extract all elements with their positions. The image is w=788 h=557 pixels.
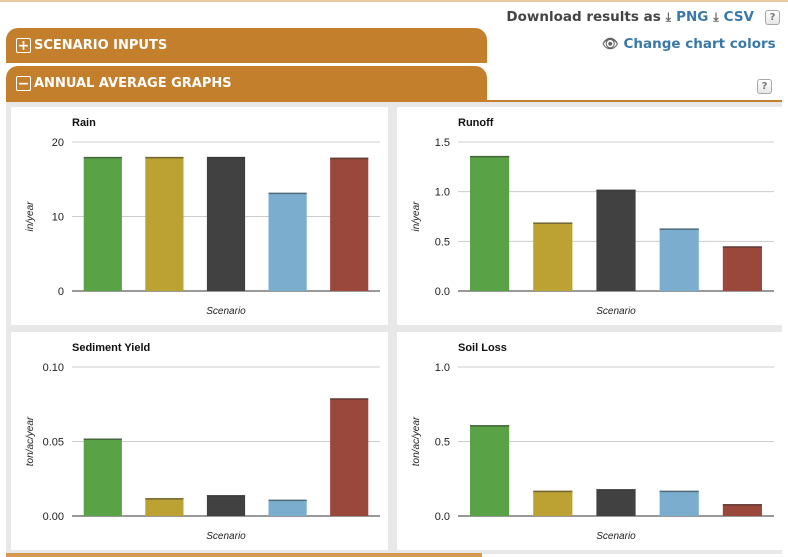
sediment-yield-bar-top — [330, 398, 369, 400]
rain-bar-top — [145, 156, 184, 159]
download-csv-link[interactable]: ⤓ CSV — [713, 9, 754, 25]
runoff-bar — [659, 228, 699, 291]
sediment-yield-bar — [330, 398, 369, 516]
collapse-icon: − — [16, 75, 31, 92]
runoff-ytick-label: 0.0 — [435, 286, 450, 298]
sediment-yield-xlabel: Scenario — [206, 531, 246, 542]
soil-loss-bar-top — [659, 490, 699, 493]
runoff-bar-top — [596, 189, 636, 192]
sediment-yield-ytick-label: 0.05 — [43, 437, 64, 449]
runoff-ytick-label: 1.0 — [435, 187, 450, 199]
runoff-bar-top — [659, 228, 699, 230]
sediment-yield-title: Sediment Yield — [72, 342, 150, 354]
sediment-yield-ytick-label: 0.00 — [43, 511, 64, 523]
rain-bar-top — [268, 192, 307, 195]
rain-ylabel: in/year — [25, 201, 36, 232]
sediment-yield-bar — [145, 498, 184, 516]
runoff-bar-top — [722, 246, 762, 248]
scenario-inputs-header[interactable]: + SCENARIO INPUTS — [6, 28, 487, 63]
rain-ytick-label: 10 — [52, 212, 64, 224]
rain-bar — [83, 156, 122, 291]
sediment-yield-bar-top — [206, 495, 246, 497]
runoff-chart: Runoff 0.0 0.5 1.0 1.5 Scenario in/year — [397, 107, 782, 325]
download-png-link[interactable]: ⤓ PNG — [666, 9, 709, 25]
soil-loss-bar-top — [533, 490, 573, 493]
sediment-yield-bar — [83, 438, 122, 516]
soil-loss-bar — [722, 504, 762, 516]
help-icon[interactable]: ? — [757, 79, 772, 94]
runoff-ytick-label: 1.5 — [435, 137, 450, 149]
soil-loss-bar — [533, 490, 573, 516]
rain-ytick-label: 0 — [58, 286, 64, 298]
rain-bar — [145, 156, 184, 291]
runoff-bar-top — [533, 222, 573, 224]
download-label: Download results as — [506, 9, 661, 25]
help-icon[interactable]: ? — [765, 9, 780, 25]
soil-loss-ytick-label: 0.5 — [435, 437, 450, 449]
rain-bar — [206, 156, 246, 291]
runoff-xlabel: Scenario — [596, 306, 636, 317]
sediment-yield-bar-top — [268, 499, 307, 502]
sediment-yield-chart: Sediment Yield 0.00 0.05 0.10 Scenario ton/ac… — [11, 332, 388, 550]
rain-bar — [330, 157, 369, 291]
top-rule — [0, 0, 788, 2]
runoff-bar — [596, 189, 636, 291]
graphs-panel: Rain 0 10 20 Scenario in/year Runoff 0.0 0.5 1.0… — [6, 102, 782, 554]
rain-bar-top — [83, 156, 122, 159]
runoff-bar-top — [470, 155, 510, 158]
runoff-ytick-label: 0.5 — [435, 236, 450, 248]
rain-ytick-label: 20 — [52, 137, 64, 149]
runoff-ylabel: in/year — [411, 201, 422, 232]
sediment-yield-bar — [268, 499, 307, 516]
soil-loss-title: Soil Loss — [458, 342, 507, 354]
rain-bar-top — [330, 157, 369, 160]
runoff-bar — [533, 222, 573, 291]
rain-chart: Rain 0 10 20 Scenario in/year — [11, 107, 388, 325]
scenario-inputs-label: SCENARIO INPUTS — [34, 38, 168, 53]
soil-loss-ylabel: ton/ac/year — [411, 416, 422, 466]
soil-loss-chart: Soil Loss 0.0 0.5 1.0 Scenario ton/ac/year — [397, 332, 782, 550]
soil-loss-bar — [596, 489, 636, 516]
sediment-yield-bar-top — [145, 498, 184, 500]
accordion-underline — [6, 100, 782, 102]
download-icon: ⤓ — [665, 9, 672, 24]
download-bar: Download results as ⤓ PNG ⤓ CSV ? — [506, 8, 780, 26]
eye-icon: 👁 — [602, 36, 619, 52]
download-icon: ⤓ — [713, 9, 719, 24]
annual-average-graphs-header[interactable]: − ANNUAL AVERAGE GRAPHS — [6, 66, 487, 101]
next-section-edge — [6, 553, 482, 557]
runoff-bar — [470, 155, 510, 291]
change-chart-colors-link[interactable]: 👁 Change chart colors — [602, 36, 776, 52]
rain-xlabel: Scenario — [206, 306, 246, 317]
change-colors-label: Change chart colors — [623, 36, 776, 52]
runoff-title: Runoff — [458, 117, 494, 129]
soil-loss-xlabel: Scenario — [596, 531, 636, 542]
rain-bar-top — [206, 156, 246, 159]
soil-loss-ytick-label: 0.0 — [435, 511, 450, 523]
soil-loss-ytick-label: 1.0 — [435, 362, 450, 374]
runoff-bar — [722, 246, 762, 291]
annual-average-graphs-label: ANNUAL AVERAGE GRAPHS — [34, 76, 232, 91]
rain-title: Rain — [72, 117, 96, 129]
expand-icon: + — [16, 37, 31, 54]
sediment-yield-bar-top — [83, 438, 122, 441]
soil-loss-bar-top — [470, 425, 510, 427]
sediment-yield-ytick-label: 0.10 — [43, 362, 64, 374]
rain-bar — [268, 192, 307, 291]
soil-loss-bar-top — [596, 489, 636, 491]
soil-loss-bar-top — [722, 504, 762, 506]
sediment-yield-ylabel: ton/ac/year — [25, 416, 36, 466]
sediment-yield-bar — [206, 495, 246, 516]
png-label: PNG — [676, 9, 709, 25]
soil-loss-bar — [659, 490, 699, 516]
csv-label: CSV — [723, 9, 754, 25]
soil-loss-bar — [470, 425, 510, 516]
